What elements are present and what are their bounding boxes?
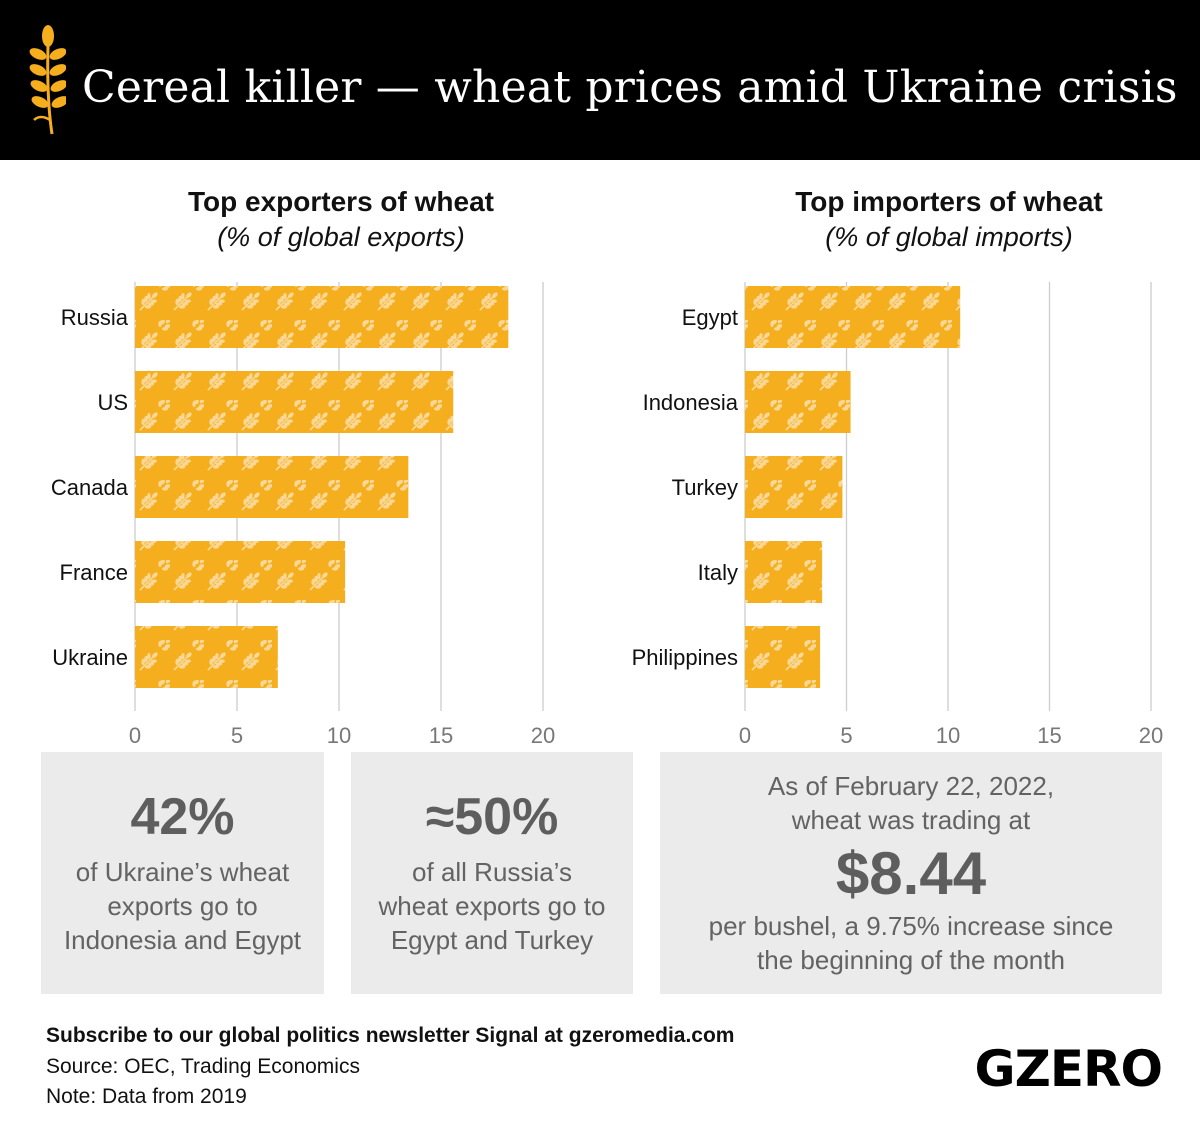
stat-box-price: As of February 22, 2022, wheat was tradi… bbox=[660, 752, 1162, 994]
stat-text-line: Indonesia and Egypt bbox=[63, 924, 302, 955]
exporters-chart: 0 5 10 15 20 Russia US Canada France Ukraine bbox=[51, 282, 555, 748]
bar-indonesia bbox=[745, 371, 851, 433]
x-tick-label: 15 bbox=[1037, 723, 1061, 748]
category-label: Turkey bbox=[672, 475, 738, 500]
stat-box-russia: ≈50% of all Russia’s wheat exports go to… bbox=[351, 752, 633, 994]
stat-text-line: wheat exports go to bbox=[378, 890, 606, 921]
stat-text-line: per bushel, a 9.75% increase since bbox=[708, 911, 1114, 941]
category-label: Ukraine bbox=[52, 645, 128, 670]
category-label: Indonesia bbox=[643, 390, 739, 415]
x-tick-label: 10 bbox=[936, 723, 960, 748]
stat-text-line: Egypt and Turkey bbox=[390, 924, 594, 955]
importers-chart: 0 5 10 15 20 Egypt Indonesia Turkey Italy Philipp… bbox=[632, 282, 1163, 748]
stat-value: ≈50% bbox=[425, 788, 559, 847]
x-tick-label: 20 bbox=[1139, 723, 1163, 748]
bar-us bbox=[135, 371, 454, 433]
bar-canada bbox=[135, 456, 409, 518]
exporters-chart-title: Top exporters of wheat bbox=[188, 186, 494, 217]
subscribe-note: Subscribe to our global politics newslet… bbox=[46, 1024, 735, 1047]
exporters-chart-subtitle: (% of global exports) bbox=[217, 222, 465, 252]
stat-value: 42% bbox=[130, 788, 235, 847]
stat-text-line: of all Russia’s bbox=[412, 856, 572, 887]
category-label: Egypt bbox=[682, 305, 738, 330]
bar-france bbox=[135, 541, 346, 603]
data-note: Note: Data from 2019 bbox=[46, 1085, 247, 1108]
page-title: Cereal killer — wheat prices amid Ukrain… bbox=[82, 62, 1178, 113]
stat-text-line: the beginning of the month bbox=[757, 945, 1065, 975]
category-label: Philippines bbox=[632, 645, 738, 670]
category-label: US bbox=[97, 390, 128, 415]
x-tick-label: 0 bbox=[129, 723, 141, 748]
x-tick-label: 5 bbox=[840, 723, 852, 748]
x-tick-label: 10 bbox=[327, 723, 351, 748]
category-label: Russia bbox=[61, 305, 129, 330]
x-tick-label: 5 bbox=[231, 723, 243, 748]
bar-russia bbox=[135, 286, 509, 348]
stat-box-ukraine: 42% of Ukraine’s wheat exports go to Ind… bbox=[41, 752, 324, 994]
importers-chart-subtitle: (% of global imports) bbox=[825, 222, 1073, 252]
bar-egypt bbox=[745, 286, 961, 348]
header-banner: Cereal killer — wheat prices amid Ukrain… bbox=[0, 0, 1200, 160]
bar-turkey bbox=[745, 456, 843, 518]
x-tick-label: 0 bbox=[739, 723, 751, 748]
stat-text-line: wheat was trading at bbox=[791, 805, 1031, 835]
stat-text-line: As of February 22, 2022, bbox=[767, 771, 1055, 801]
x-tick-label: 20 bbox=[531, 723, 555, 748]
category-label: Italy bbox=[698, 560, 738, 585]
wheat-icon bbox=[29, 25, 66, 135]
footer: Subscribe to our global politics newslet… bbox=[46, 1020, 734, 1112]
wheat-price-value: $8.44 bbox=[835, 840, 987, 907]
importers-chart-title: Top importers of wheat bbox=[795, 186, 1103, 217]
x-tick-label: 15 bbox=[429, 723, 453, 748]
bar-italy bbox=[745, 541, 823, 603]
source-note: Source: OEC, Trading Economics bbox=[46, 1055, 360, 1078]
bar-philippines bbox=[745, 626, 821, 688]
category-label: France bbox=[60, 560, 128, 585]
stat-text-line: exports go to bbox=[107, 890, 258, 921]
bar-ukraine bbox=[135, 626, 278, 688]
gzero-logo: GZERO bbox=[974, 1040, 1163, 1098]
stat-text-line: of Ukraine’s wheat bbox=[75, 856, 290, 887]
category-label: Canada bbox=[51, 475, 129, 500]
